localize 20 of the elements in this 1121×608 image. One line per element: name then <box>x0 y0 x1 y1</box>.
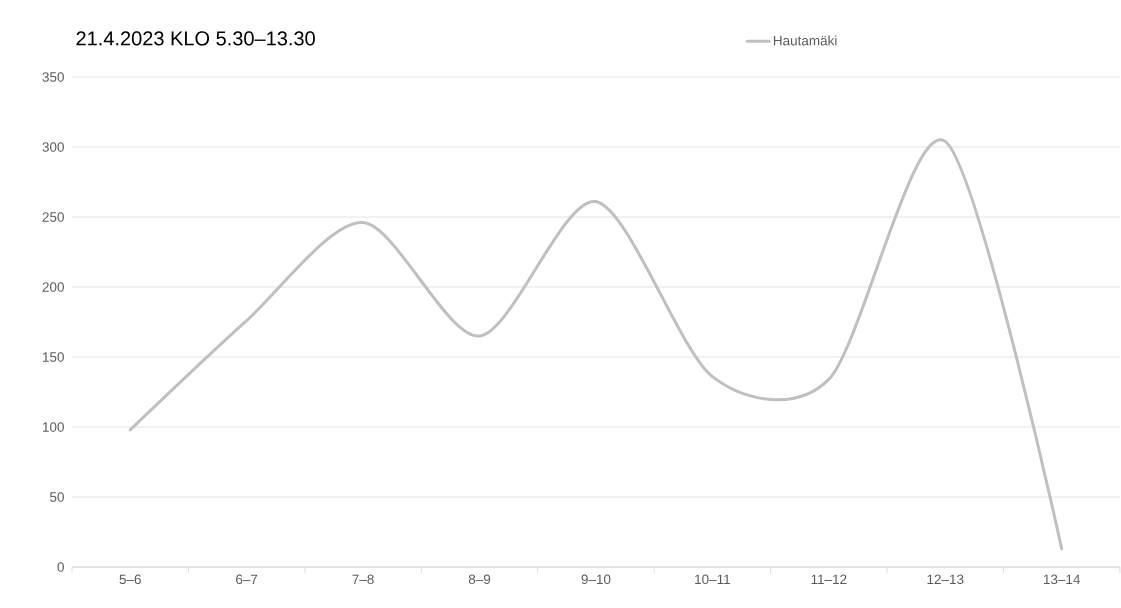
legend-label: Hautamäki <box>773 35 837 46</box>
y-tick-label: 150 <box>42 352 64 362</box>
y-tick-label: 100 <box>42 422 64 432</box>
x-tick-label: 9–10 <box>581 574 611 585</box>
x-tick-label: 8–9 <box>468 574 491 585</box>
x-tick-label: 11–12 <box>811 574 847 584</box>
x-tick-label: 6–7 <box>236 574 258 585</box>
x-tick-label: 12–13 <box>927 574 964 585</box>
y-tick-label: 50 <box>50 492 64 502</box>
chart-title: 21.4.2023 KLO 5.30–13.30 <box>76 31 315 46</box>
line-series <box>128 139 1064 551</box>
y-tick-label: 200 <box>42 282 64 292</box>
y-tick-label: 0 <box>57 562 64 572</box>
x-tick-label: 5–6 <box>119 574 141 585</box>
x-tick-label: 10–11 <box>695 574 730 585</box>
y-tick-label: 350 <box>42 72 64 82</box>
y-tick-label: 250 <box>42 212 64 222</box>
y-tick-label: 300 <box>42 142 64 152</box>
x-tick-label: 7–8 <box>352 574 374 585</box>
x-tick-label: 13–14 <box>1043 574 1081 585</box>
